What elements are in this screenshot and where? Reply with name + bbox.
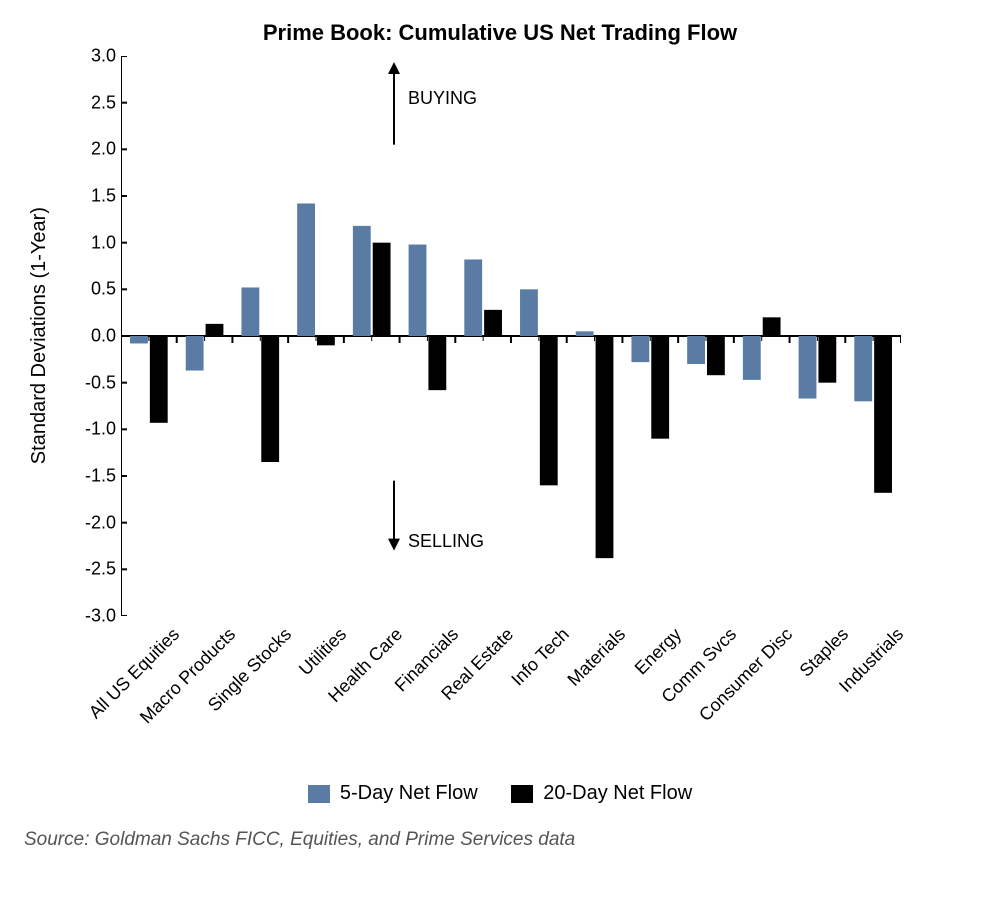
legend-label-20day: 20-Day Net Flow (543, 782, 692, 805)
plot-svg (121, 56, 901, 616)
y-tick-label: -1.5 (61, 466, 116, 487)
y-tick-label: 0.0 (61, 326, 116, 347)
legend-item-20day: 20-Day Net Flow (511, 782, 692, 805)
legend: 5-Day Net Flow 20-Day Net Flow (20, 782, 980, 809)
plot-wrap: Standard Deviations (1-Year) 3.02.52.01.… (20, 56, 980, 616)
legend-label-5day: 5-Day Net Flow (340, 782, 478, 805)
x-tick-label: Materials (563, 624, 629, 690)
y-axis-label: Standard Deviations (1-Year) (20, 207, 51, 464)
y-tick-label: -1.0 (61, 419, 116, 440)
x-tick-label: Info Tech (508, 624, 574, 690)
y-tick-label: 0.5 (61, 279, 116, 300)
legend-swatch-5day (308, 785, 330, 803)
plot-area: 3.02.52.01.51.00.50.0-0.5-1.0-1.5-2.0-2.… (121, 56, 901, 616)
y-tick-label: 1.5 (61, 186, 116, 207)
y-tick-label: 1.0 (61, 232, 116, 253)
y-tick-label: 2.0 (61, 139, 116, 160)
y-tick-label: -2.0 (61, 512, 116, 533)
chart-title: Prime Book: Cumulative US Net Trading Fl… (20, 20, 980, 46)
y-tick-label: 3.0 (61, 46, 116, 67)
annotation-selling: SELLING (408, 531, 484, 552)
legend-item-5day: 5-Day Net Flow (308, 782, 478, 805)
y-tick-label: 2.5 (61, 92, 116, 113)
chart-container: Prime Book: Cumulative US Net Trading Fl… (20, 20, 980, 851)
y-tick-label: -0.5 (61, 372, 116, 393)
legend-swatch-20day (511, 785, 533, 803)
y-ticks: 3.02.52.01.51.00.50.0-0.5-1.0-1.5-2.0-2.… (61, 56, 116, 616)
x-axis-labels: All US EquitiesMacro ProductsSingle Stoc… (130, 616, 910, 776)
y-tick-label: -2.5 (61, 559, 116, 580)
y-tick-label: -3.0 (61, 606, 116, 627)
source-text: Source: Goldman Sachs FICC, Equities, an… (24, 829, 980, 851)
x-tick-label: Macro Products (136, 624, 240, 728)
annotation-buying: BUYING (408, 88, 477, 109)
